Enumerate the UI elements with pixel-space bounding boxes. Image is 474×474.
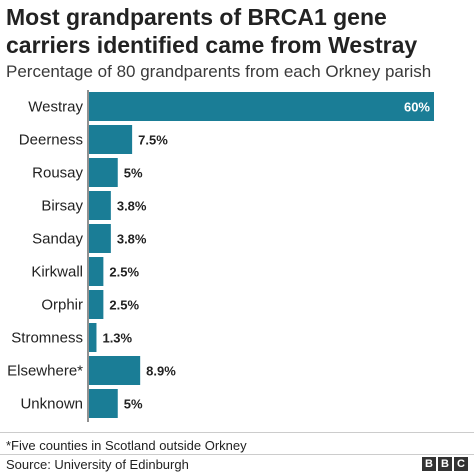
category-label: Unknown <box>20 396 83 413</box>
source-note: Source: University of Edinburgh <box>6 457 189 472</box>
bar <box>89 356 141 385</box>
chart-title: Most grandparents of BRCA1 gene carriers… <box>6 4 418 58</box>
bar <box>89 389 118 418</box>
bar <box>89 191 111 220</box>
bar <box>89 125 133 154</box>
category-label: Elsewhere* <box>7 363 83 380</box>
logo-letter: B <box>438 457 452 471</box>
value-label: 7.5% <box>138 133 168 148</box>
value-label: 5% <box>124 166 143 181</box>
bar <box>89 224 111 253</box>
category-label: Kirkwall <box>31 264 83 281</box>
category-label: Rousay <box>32 165 83 182</box>
bar <box>89 257 104 286</box>
value-label: 2.5% <box>109 265 139 280</box>
bar-chart: Westray 60% Deerness 7.5% Rousay 5% Birsay 3.8%… <box>7 90 434 422</box>
divider <box>0 454 474 455</box>
value-label: 1.3% <box>102 331 132 346</box>
value-label: 2.5% <box>109 298 139 313</box>
category-label: Stromness <box>11 330 83 347</box>
value-label: 5% <box>124 397 143 412</box>
divider <box>0 432 474 433</box>
value-label: 3.8% <box>117 199 147 214</box>
value-label: 3.8% <box>117 232 147 247</box>
bar <box>89 323 97 352</box>
bar <box>89 92 434 121</box>
category-label: Deerness <box>19 132 83 149</box>
bbc-logo: B B C <box>422 457 468 471</box>
logo-letter: B <box>422 457 436 471</box>
value-label: 8.9% <box>146 364 176 379</box>
bar <box>89 158 118 187</box>
category-label: Westray <box>28 99 83 116</box>
logo-letter: C <box>454 457 468 471</box>
category-label: Birsay <box>41 198 83 215</box>
bar <box>89 290 104 319</box>
category-label: Orphir <box>41 297 83 314</box>
footnote: *Five counties in Scotland outside Orkne… <box>6 438 247 453</box>
chart-subtitle: Percentage of 80 grandparents from each … <box>6 62 432 81</box>
category-label: Sanday <box>32 231 83 248</box>
value-label: 60% <box>404 100 430 115</box>
